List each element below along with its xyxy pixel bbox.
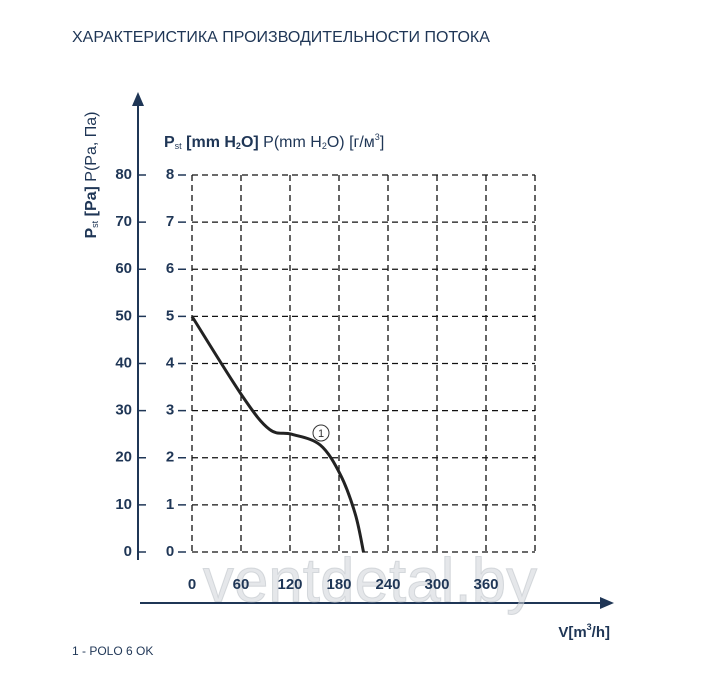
y-axis-label-part: [Pa]	[83, 186, 100, 221]
y2-axis-label-part: P(mm H	[259, 134, 322, 151]
y2-tick-label: 5	[166, 307, 174, 324]
y2-axis-label-part: 2	[322, 141, 327, 151]
curve-label: 1	[318, 428, 324, 440]
y2-axis-label-part: st	[175, 141, 183, 151]
y-tick-label: 20	[115, 449, 132, 466]
y2-axis-label-part: ]	[380, 134, 384, 151]
y2-tick-label: 6	[166, 260, 174, 277]
y2-tick-label: 3	[166, 402, 174, 419]
y2-axis-label-part: P	[164, 134, 175, 151]
y-tick-label: 50	[115, 307, 132, 324]
y2-tick-label: 7	[166, 213, 174, 230]
y-axis-label-part: P(Pa, Па)	[83, 112, 100, 187]
x-tick-label: 0	[188, 576, 196, 593]
y-tick-label: 70	[115, 213, 132, 230]
x-tick-label: 360	[473, 576, 498, 593]
y2-axis-label: Pst [mm H2O] P(mm H2O) [г/м3]	[164, 132, 384, 151]
x-arrow	[600, 597, 614, 609]
y-tick-label: 0	[124, 543, 132, 560]
y2-axis-label-part: 3	[375, 132, 380, 142]
y-tick-label: 30	[115, 402, 132, 419]
curve	[190, 315, 365, 553]
x-tick-label: 60	[233, 576, 250, 593]
curve-label-circle	[312, 424, 330, 442]
y2-axis-label-part: O]	[241, 134, 259, 151]
y2-axis-label-part: 2	[236, 141, 241, 151]
y-arrow	[132, 92, 144, 106]
x-tick-label: 300	[424, 576, 449, 593]
x-tick-label: 240	[375, 576, 400, 593]
y2-tick-label: 0	[166, 543, 174, 560]
y2-axis-label-part: O) [г/м	[327, 134, 375, 151]
x-tick-label: 180	[326, 576, 351, 593]
y-axis-label: Pst [Pa] P(Pa, Па)	[83, 112, 100, 239]
y-tick-label: 40	[115, 354, 132, 371]
y2-tick-label: 1	[166, 496, 174, 513]
y-axis-label-part: st	[90, 220, 100, 228]
footnote: 1 - POLO 6 OK	[72, 644, 153, 658]
y-tick-label: 80	[115, 166, 132, 183]
y2-axis-label-part: [mm H	[182, 134, 236, 151]
y-axis-label-part: P	[83, 228, 100, 239]
y2-tick-label: 2	[166, 449, 174, 466]
x-axis-label: V[m3/h]	[558, 622, 610, 641]
x-axis-label-part: V[m	[558, 624, 586, 641]
y-tick-label: 10	[115, 496, 132, 513]
x-axis-label-part: /h]	[592, 624, 610, 641]
y2-tick-label: 4	[166, 354, 175, 371]
x-tick-label: 120	[277, 576, 302, 593]
chart-title: ХАРАКТЕРИСТИКА ПРОИЗВОДИТЕЛЬНОСТИ ПОТОКА	[72, 29, 490, 46]
x-axis-label-part: 3	[587, 622, 592, 632]
y-tick-label: 60	[115, 260, 132, 277]
y2-tick-label: 8	[166, 166, 174, 183]
watermark: ventdetal.by	[203, 546, 537, 615]
